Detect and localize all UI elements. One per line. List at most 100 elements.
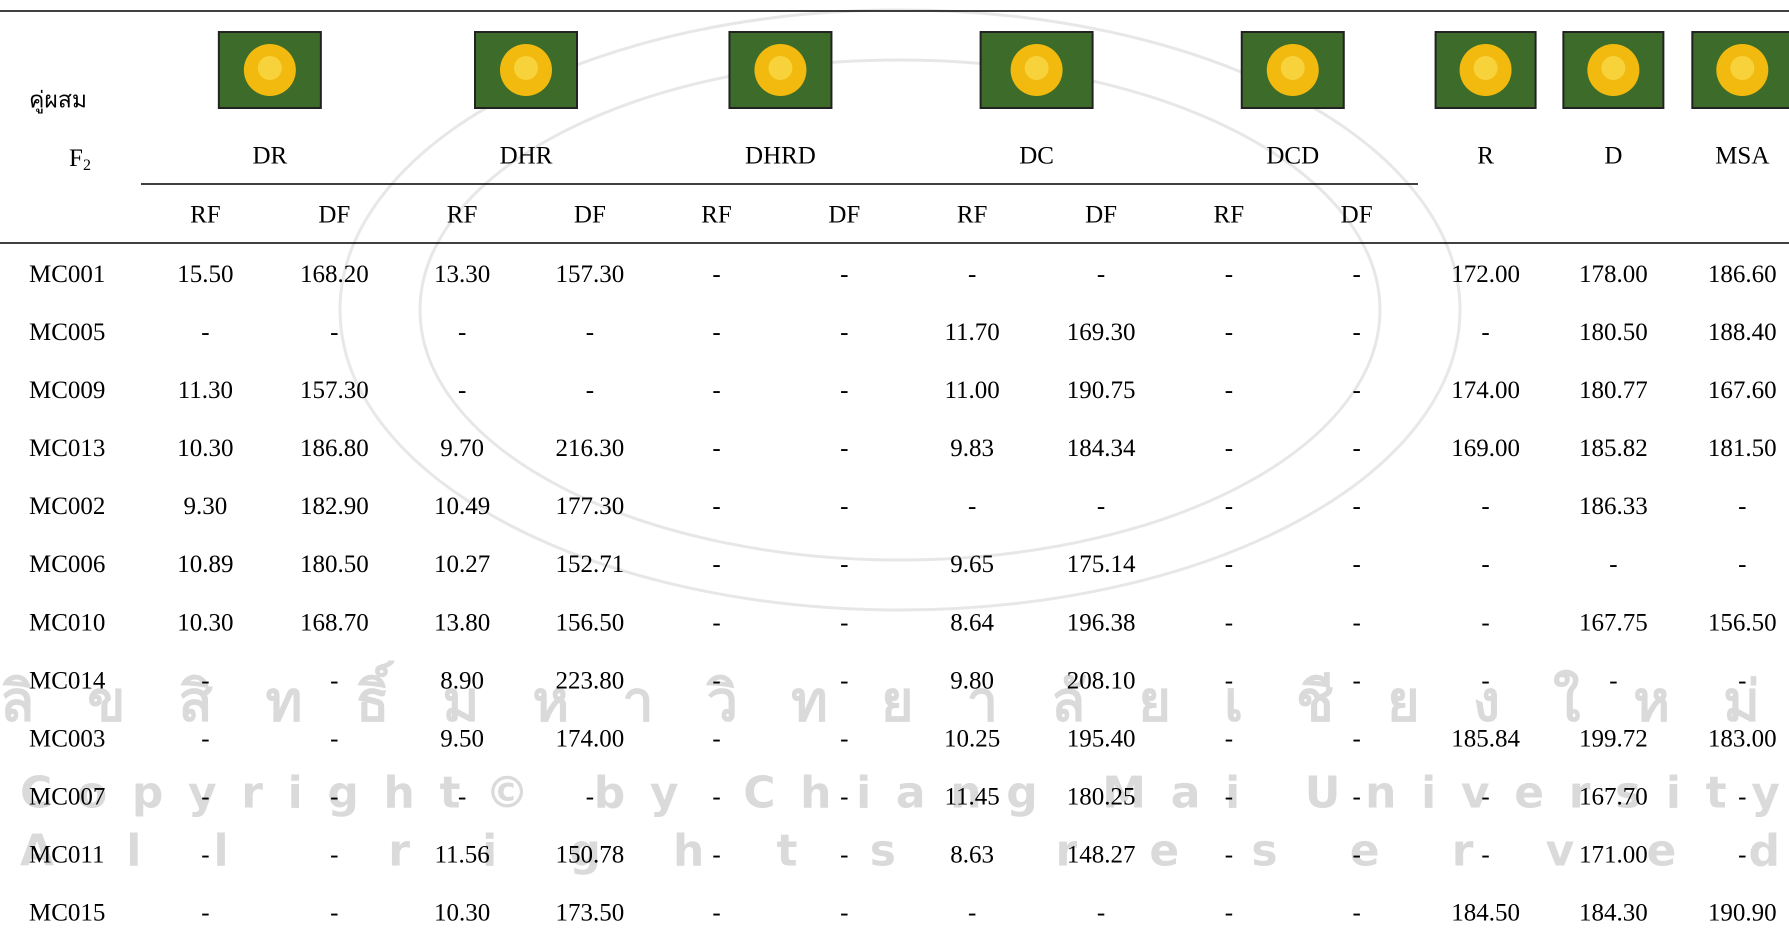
cell: -	[840, 609, 848, 636]
cell: -	[1738, 784, 1746, 811]
cell: -	[1225, 319, 1233, 346]
cell: 15.50	[177, 261, 233, 288]
cell: 11.45	[944, 784, 999, 811]
cell: 157.30	[300, 377, 369, 404]
flower-image	[1691, 31, 1789, 109]
cell: 152.71	[556, 551, 625, 578]
row-label: MC011	[29, 842, 104, 869]
cell: -	[1225, 493, 1233, 520]
flower-image	[1434, 31, 1537, 109]
cell: -	[1225, 784, 1233, 811]
sub-header: DF	[828, 202, 860, 229]
cell: 9.70	[440, 435, 484, 462]
cell: -	[968, 261, 976, 288]
cell: 8.63	[950, 842, 994, 869]
cell: 183.00	[1708, 725, 1777, 752]
cell: 174.00	[1451, 377, 1520, 404]
column-header: D	[1604, 143, 1622, 170]
cell: -	[712, 842, 720, 869]
cell: 180.25	[1067, 784, 1136, 811]
row-label: MC015	[29, 900, 105, 927]
cell: -	[1481, 551, 1489, 578]
sub-header: DF	[574, 202, 606, 229]
cell: -	[1352, 725, 1360, 752]
flower-center	[1024, 56, 1049, 80]
cell: -	[201, 725, 209, 752]
flower-image	[474, 31, 579, 109]
cell: -	[1738, 493, 1746, 520]
cell: 180.50	[300, 551, 369, 578]
cell: 148.27	[1067, 842, 1136, 869]
cell: -	[840, 784, 848, 811]
row-label: MC006	[29, 551, 105, 578]
sub-header: DF	[1341, 202, 1373, 229]
cell: -	[1097, 261, 1105, 288]
cell: 8.64	[950, 609, 994, 636]
cell: 167.70	[1579, 784, 1648, 811]
row-label: MC002	[29, 493, 105, 520]
cell: -	[458, 319, 466, 346]
cell: 175.14	[1067, 551, 1136, 578]
flower-center	[514, 56, 539, 80]
cell: 171.00	[1579, 842, 1648, 869]
cell: -	[712, 667, 720, 694]
cell: 196.38	[1067, 609, 1136, 636]
cell: -	[1481, 493, 1489, 520]
flower-center	[768, 56, 793, 80]
corner-sub: 2	[83, 157, 91, 174]
cell: -	[1738, 667, 1746, 694]
corner-label: คู่ผสม	[29, 88, 87, 114]
group-header: DR	[252, 143, 287, 170]
cell: -	[1225, 842, 1233, 869]
cell: 10.49	[434, 493, 490, 520]
cell: 184.50	[1451, 900, 1520, 927]
cell: -	[1352, 842, 1360, 869]
cell: 9.50	[440, 725, 484, 752]
cell: -	[330, 900, 338, 927]
cell: -	[330, 784, 338, 811]
cell: -	[1481, 667, 1489, 694]
cell: -	[712, 377, 720, 404]
flower-image	[217, 31, 322, 109]
cell: 167.75	[1579, 609, 1648, 636]
flower-center	[1280, 56, 1305, 80]
cell: 208.10	[1067, 667, 1136, 694]
cell: -	[1225, 609, 1233, 636]
cell: -	[712, 551, 720, 578]
cell: 9.80	[950, 667, 994, 694]
cell: 181.50	[1708, 435, 1777, 462]
cell: -	[586, 319, 594, 346]
cell: -	[1352, 609, 1360, 636]
cell: -	[840, 842, 848, 869]
group-header: DCD	[1266, 143, 1319, 170]
cell: -	[1352, 784, 1360, 811]
cell: 11.00	[944, 377, 999, 404]
cell: -	[968, 493, 976, 520]
cell: -	[1225, 261, 1233, 288]
cell: 216.30	[556, 435, 625, 462]
cell: 167.60	[1708, 377, 1777, 404]
cell: 10.30	[177, 435, 233, 462]
cell: 11.30	[178, 377, 233, 404]
cell: 10.30	[434, 900, 490, 927]
cell: -	[1352, 377, 1360, 404]
cell: -	[201, 900, 209, 927]
cell: 10.89	[177, 551, 233, 578]
cell: -	[1481, 319, 1489, 346]
cell: 9.65	[950, 551, 994, 578]
cell: -	[1225, 900, 1233, 927]
flower-image	[1562, 31, 1665, 109]
cell: -	[1352, 261, 1360, 288]
sub-header: RF	[957, 202, 988, 229]
group-header: DC	[1019, 143, 1054, 170]
cell: 9.30	[184, 493, 228, 520]
cell: 184.30	[1579, 900, 1648, 927]
cell: 199.72	[1579, 725, 1648, 752]
cell: -	[840, 261, 848, 288]
cell: -	[1481, 609, 1489, 636]
cell: 156.50	[1708, 609, 1777, 636]
cell: -	[1738, 842, 1746, 869]
cell: 195.40	[1067, 725, 1136, 752]
row-label: MC014	[29, 667, 106, 694]
